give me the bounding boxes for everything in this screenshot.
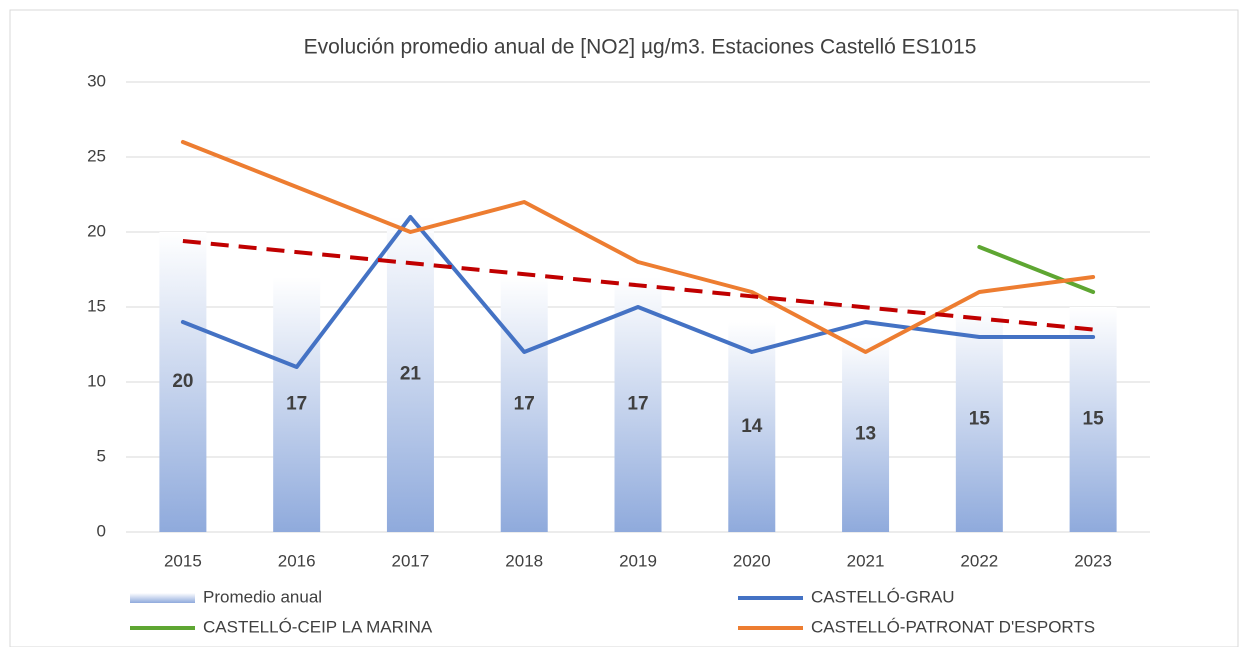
y-tick-label: 5: [97, 446, 106, 465]
data-label: 17: [514, 394, 535, 415]
x-tick-label: 2022: [960, 551, 998, 570]
bar: [500, 277, 548, 532]
legend-label: CASTELLÓ-PATRONAT D'ESPORTS: [811, 617, 1095, 636]
y-tick-label: 30: [87, 71, 106, 90]
x-tick-label: 2017: [392, 551, 430, 570]
x-tick-label: 2020: [733, 551, 771, 570]
data-label: 17: [286, 394, 307, 415]
bar: [159, 232, 207, 532]
legend-label: CASTELLÓ-GRAU: [811, 587, 955, 606]
data-label: 21: [400, 364, 422, 385]
data-label: 15: [969, 409, 991, 430]
data-label: 20: [172, 371, 193, 392]
y-tick-label: 25: [87, 146, 106, 165]
line-series: [180, 215, 1096, 369]
bar: [386, 217, 434, 532]
data-label: 14: [741, 416, 763, 437]
legend-label: Promedio anual: [203, 587, 322, 606]
bar: [614, 277, 662, 532]
y-tick-label: 10: [87, 371, 106, 390]
data-label: 17: [627, 394, 648, 415]
x-tick-label: 2021: [847, 551, 885, 570]
x-tick-label: 2015: [164, 551, 202, 570]
y-tick-label: 20: [87, 221, 106, 240]
x-tick-label: 2016: [278, 551, 316, 570]
trendline: [182, 239, 1094, 332]
line-series: [180, 140, 1096, 354]
x-tick-label: 2019: [619, 551, 657, 570]
data-label: 13: [855, 424, 876, 445]
chart-title: Evolución promedio anual de [NO2] µg/m3.…: [304, 36, 977, 59]
legend-swatch: [130, 593, 195, 603]
y-tick-label: 0: [97, 521, 106, 540]
x-tick-label: 2018: [505, 551, 543, 570]
legend-label: CASTELLÓ-CEIP LA MARINA: [203, 617, 433, 636]
data-label: 15: [1083, 409, 1105, 430]
bar: [728, 322, 776, 532]
y-tick-label: 15: [87, 296, 106, 315]
x-tick-label: 2023: [1074, 551, 1112, 570]
bar: [1069, 307, 1117, 532]
bar: [955, 307, 1003, 532]
bar: [273, 277, 321, 532]
bar: [842, 337, 890, 532]
line-series: [977, 245, 1096, 294]
